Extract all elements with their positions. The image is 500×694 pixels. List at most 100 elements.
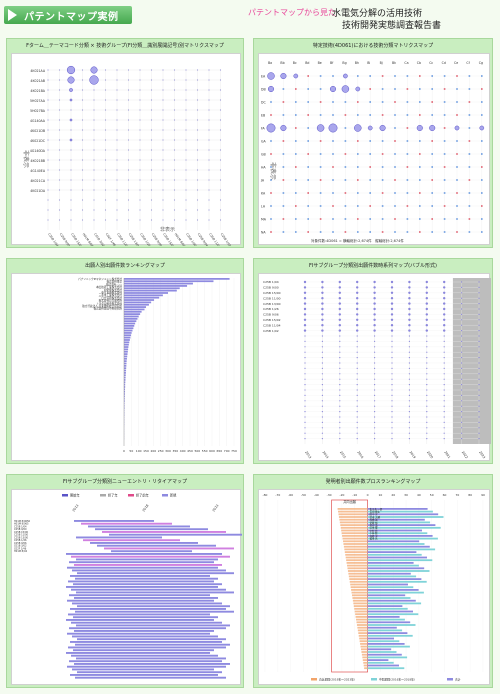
data-bubble: [343, 73, 348, 79]
empty-dot: [162, 189, 164, 191]
empty-dot: [357, 218, 359, 220]
empty-dot: [70, 159, 72, 161]
empty-dot: [282, 231, 285, 233]
empty-dot: [58, 99, 61, 101]
left-bar: [362, 656, 368, 659]
right-bar: [367, 591, 424, 594]
right-bar: [367, 564, 419, 567]
empty-dot: [394, 114, 396, 116]
data-bubble: [408, 362, 410, 364]
empty-dot: [150, 119, 153, 121]
x-tick-label: 60: [443, 493, 447, 497]
data-bubble: [426, 405, 428, 407]
empty-dot: [406, 192, 409, 194]
empty-dot: [219, 179, 222, 181]
year-label: 2021: [443, 450, 451, 459]
empty-dot: [381, 140, 384, 142]
data-bubble: [304, 432, 306, 434]
ranking-bar: [124, 315, 139, 318]
empty-dot: [344, 218, 347, 220]
data-bubble: [443, 362, 445, 364]
empty-dot: [270, 205, 272, 207]
empty-dot: [116, 159, 118, 161]
empty-dot: [81, 199, 84, 201]
empty-dot: [431, 101, 433, 103]
row-label: C01B 3/02: [14, 545, 27, 548]
empty-dot: [357, 75, 359, 77]
data-bubble: [374, 346, 376, 348]
data-bubble: [321, 427, 323, 429]
legend-label: 新規: [170, 493, 177, 498]
right-bar: [367, 540, 420, 543]
entry-bar: [95, 528, 208, 531]
right-bar: [367, 516, 444, 518]
empty-dot: [481, 88, 483, 90]
empty-dot: [47, 109, 49, 111]
left-bar: [342, 535, 368, 537]
empty-dot: [116, 109, 118, 111]
left-bar: [355, 613, 368, 616]
data-bubble: [374, 378, 376, 380]
empty-dot: [319, 231, 322, 233]
left-bar: [361, 651, 368, 653]
empty-dot: [58, 179, 61, 181]
empty-dot: [369, 114, 371, 116]
empty-dot: [394, 127, 396, 129]
empty-dot: [282, 140, 285, 142]
data-bubble: [373, 297, 376, 300]
data-bubble: [339, 394, 341, 396]
empty-dot: [81, 149, 84, 151]
empty-dot: [431, 75, 433, 77]
x-tick-label: 0: [367, 493, 369, 497]
empty-dot: [150, 79, 153, 81]
x-tick-label: 100: [136, 449, 142, 453]
empty-dot: [431, 192, 433, 194]
right-bar: [367, 597, 411, 599]
data-bubble: [425, 302, 428, 305]
data-bubble: [329, 85, 337, 93]
year-label: 2013: [72, 504, 80, 513]
entry-bar: [97, 544, 216, 547]
empty-dot: [116, 209, 118, 211]
ranking-bar: [124, 332, 132, 334]
x-tick-label: 10: [378, 493, 382, 497]
empty-dot: [219, 89, 222, 91]
left-bar: [362, 659, 368, 661]
empty-dot: [344, 166, 347, 168]
data-bubble: [391, 378, 393, 380]
empty-dot: [344, 205, 347, 207]
empty-dot: [282, 153, 285, 155]
entry-bar: [73, 649, 214, 652]
data-bubble: [321, 318, 324, 321]
data-bubble: [67, 76, 75, 84]
data-bubble: [321, 280, 324, 284]
data-bubble: [90, 66, 98, 74]
empty-dot: [481, 205, 483, 207]
empty-dot: [419, 75, 421, 77]
data-bubble: [391, 389, 393, 391]
empty-dot: [295, 205, 297, 207]
data-bubble: [356, 384, 358, 386]
data-bubble: [478, 308, 480, 310]
entry-bar: [73, 616, 218, 619]
x-tick-label: 20: [391, 493, 395, 497]
empty-dot: [443, 231, 446, 233]
empty-dot: [443, 127, 446, 129]
row-label: EA: [261, 75, 266, 79]
empty-dot: [443, 192, 446, 194]
empty-dot: [196, 129, 199, 131]
applicant-label: 株式会社豊田中央研究所: [93, 307, 122, 311]
data-bubble: [356, 329, 359, 332]
empty-dot: [93, 169, 95, 171]
empty-dot: [173, 179, 176, 181]
empty-dot: [319, 101, 322, 103]
data-bubble: [408, 340, 410, 342]
empty-dot: [394, 179, 396, 181]
left-bar: [359, 640, 368, 643]
empty-dot: [394, 101, 396, 103]
col-label: C01B 3/02: [93, 232, 105, 246]
empty-dot: [58, 199, 61, 201]
applicant-label: 三菱重工業株式会社: [99, 293, 123, 297]
entry-bar: [76, 624, 230, 627]
panel-matrix-4d061: 特定技術(4D061)における技術分類マトリクスマップ Ba Bb Bc Bd Be Bf…: [253, 38, 493, 248]
